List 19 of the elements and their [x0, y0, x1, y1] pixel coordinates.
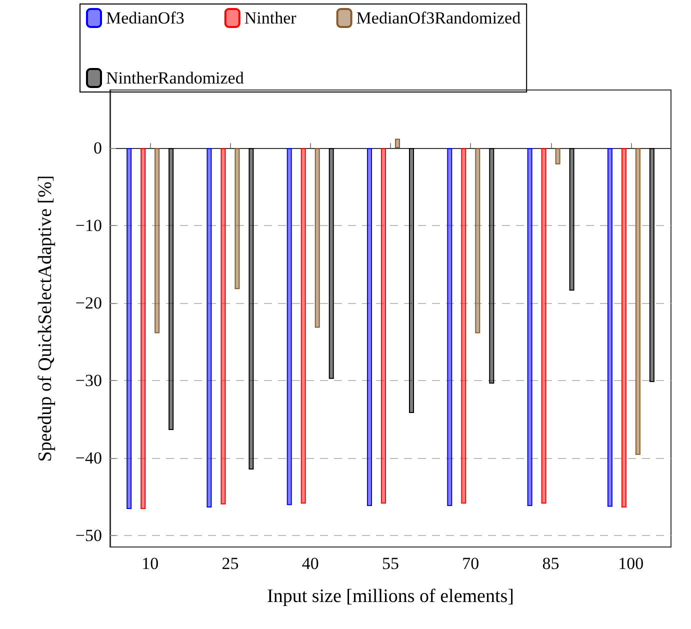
- y-tick-label: −10: [75, 216, 102, 236]
- y-tick-label: −40: [75, 448, 102, 468]
- y-tick-label: −50: [75, 526, 102, 545]
- x-tick-label: 55: [382, 554, 399, 573]
- x-tick-label: 100: [618, 554, 644, 573]
- y-axis-title: Speedup of QuickSelectAdaptive [%]: [35, 175, 56, 462]
- legend-label: NintherRandomized: [106, 68, 244, 88]
- y-tick-label: −20: [75, 294, 102, 313]
- x-axis-title: Input size [millions of elements]: [267, 586, 514, 607]
- y-tick-label: 0: [94, 138, 102, 158]
- x-tick-label: 10: [142, 554, 159, 573]
- x-tick-label: 85: [542, 554, 560, 573]
- x-tick-label: 70: [462, 554, 480, 573]
- x-tick-label: 40: [302, 554, 319, 573]
- legend-label: MedianOf3: [106, 8, 184, 28]
- y-tick-label: −30: [75, 370, 102, 390]
- legend-label: Ninther: [244, 8, 297, 28]
- x-tick-label: 25: [222, 554, 239, 573]
- legend-label: MedianOf3Randomized: [356, 8, 522, 28]
